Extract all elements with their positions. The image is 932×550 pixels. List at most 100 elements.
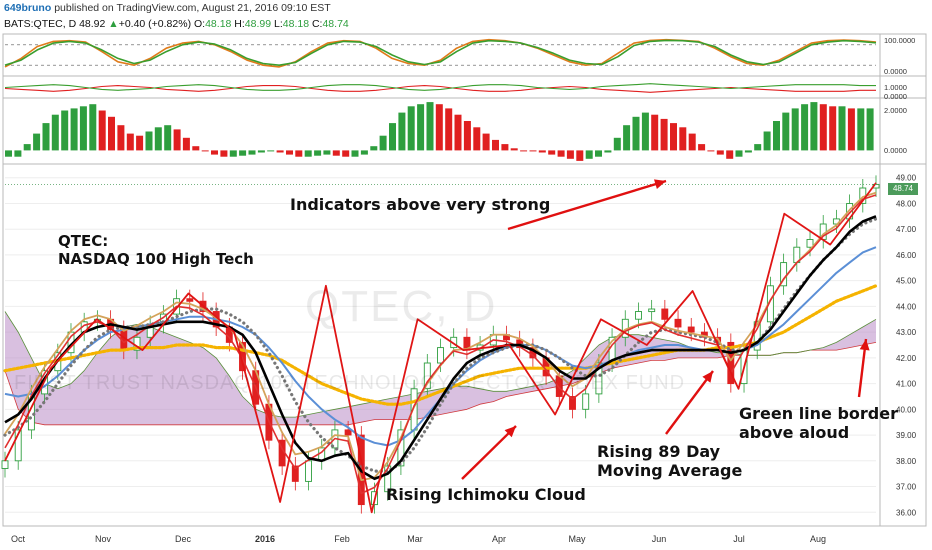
low-value: 48.18 [282, 18, 310, 30]
price-tick-label: 39.00 [896, 431, 917, 440]
histogram-bar [164, 125, 172, 151]
histogram-bar [660, 118, 668, 151]
histogram-bar [716, 150, 724, 155]
histogram-bar [145, 131, 153, 151]
histogram-bar [389, 123, 396, 151]
histogram-bar [492, 139, 499, 151]
close-label: C: [311, 18, 323, 30]
candle-body [569, 396, 576, 410]
histogram-bar [79, 106, 87, 151]
histogram-bar [763, 131, 771, 151]
histogram-bar [566, 150, 574, 159]
histogram-bar [501, 144, 509, 151]
price-tick-label: 45.00 [896, 277, 917, 286]
histogram-bar [332, 150, 340, 156]
histogram-bar [847, 108, 855, 151]
histogram-bar [819, 104, 827, 151]
histogram-bar [98, 110, 106, 151]
histogram-bar [126, 133, 134, 151]
histogram-bar [482, 133, 490, 151]
histogram-bar [604, 150, 612, 153]
low-label: L: [274, 18, 283, 30]
symbol-legend: BATS:QTEC, D 48.92 ▲+0.40 (+0.82%) O:48.… [4, 18, 349, 32]
histogram-bar [417, 104, 425, 151]
histogram-bar [632, 116, 640, 151]
time-axis-label: 2016 [255, 534, 275, 544]
publish-text: published on TradingView.com, August 21,… [54, 2, 331, 14]
histogram-bar [670, 123, 677, 151]
histogram-bar [623, 125, 631, 151]
histogram-bar [510, 148, 518, 151]
histogram-bar [182, 137, 190, 151]
symbol-label: BATS:QTEC, D [4, 18, 77, 30]
time-axis-label: Dec [175, 534, 192, 544]
histogram-bar [360, 150, 368, 155]
stochastic-panel: 100.0000 0.0000 [4, 36, 915, 76]
histogram-bar [791, 108, 799, 151]
subtitle-line-2: NASDAQ 100 High Tech [58, 250, 254, 268]
time-axis-label: Jul [733, 534, 745, 544]
author-link[interactable]: 649bruno [4, 2, 52, 14]
histogram-bar [801, 104, 809, 151]
candle-body [384, 465, 392, 493]
high-label: H: [234, 18, 245, 30]
chart-subtitle: QTEC: NASDAQ 100 High Tech [58, 232, 254, 268]
directional-line [4, 85, 876, 93]
annotation-green-line: Green line border above aloud [739, 404, 898, 442]
histogram-bar [679, 127, 687, 151]
histogram-bar [33, 133, 41, 151]
histogram-panel: 2.0000 0.0000 [5, 102, 907, 161]
histogram-bar [117, 125, 125, 151]
histogram-bar [342, 150, 350, 157]
price-tick-label: 47.00 [896, 225, 917, 234]
histogram-bar [257, 150, 265, 153]
histogram-bar [220, 150, 228, 157]
annotation-green-line-2: above aloud [739, 423, 850, 442]
candle-body [186, 298, 194, 302]
price-tick-label: 46.00 [896, 251, 917, 260]
candle-body [344, 429, 352, 436]
histogram-bar [754, 144, 762, 151]
histogram-bar [108, 116, 115, 151]
arrow-ma89-head [702, 371, 713, 383]
open-label: O: [194, 18, 206, 30]
histogram-bar [89, 104, 97, 151]
last-price-tag: 48.74 [888, 183, 918, 195]
time-axis-label: Aug [810, 534, 826, 544]
candle-body [291, 465, 299, 482]
high-value: 48.99 [244, 18, 272, 30]
histogram-bar [211, 150, 218, 155]
time-axis-label: Feb [334, 534, 350, 544]
histogram-bar [520, 150, 528, 152]
directional-line [4, 83, 876, 91]
annotation-green-line-1: Green line border [739, 404, 898, 423]
histogram-bar [173, 129, 181, 151]
histogram-bar [229, 150, 237, 157]
ema-black-line [4, 215, 877, 481]
histogram-bar [445, 108, 453, 151]
price-tick-label: 37.00 [896, 483, 917, 492]
close-value: 48.74 [322, 18, 349, 30]
candle-body [582, 393, 590, 410]
time-axis-label: Nov [95, 534, 112, 544]
candle-body [727, 341, 735, 385]
annotation-indicators: Indicators above very strong [290, 195, 551, 214]
last-price: 48.92 [79, 18, 106, 30]
directional-tick-label: 1.0000 [884, 83, 907, 92]
histogram-bar [529, 150, 537, 152]
histogram-bar [473, 127, 481, 151]
directional-tick-label: 0.0000 [884, 92, 907, 101]
price-tick-label: 44.00 [896, 302, 917, 311]
arrow-indicators-head [654, 179, 666, 189]
histogram-bar [323, 150, 331, 155]
candle-body [635, 311, 642, 320]
histogram-bar [248, 150, 256, 155]
price-tick-label: 42.00 [896, 354, 917, 363]
histogram-bar [136, 135, 144, 151]
histogram-bar [295, 150, 303, 157]
histogram-bar [595, 150, 602, 157]
histogram-bar [557, 150, 565, 157]
price-tick-label: 41.00 [896, 380, 917, 389]
histogram-bar [70, 108, 78, 151]
arrow-green-line-head [859, 339, 870, 351]
